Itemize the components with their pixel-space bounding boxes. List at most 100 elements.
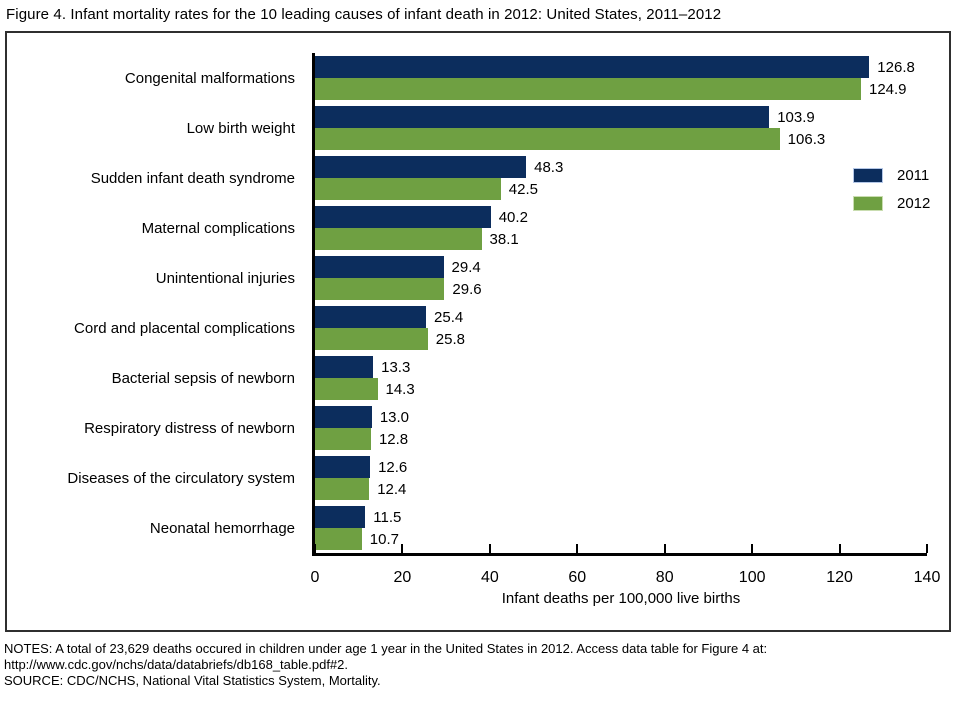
bar-2011 <box>315 106 770 128</box>
category-label: Bacterial sepsis of newborn <box>111 369 295 387</box>
category-label: Sudden infant death syndrome <box>90 169 295 187</box>
x-tick-mark <box>576 544 579 553</box>
bar-2012 <box>315 178 501 200</box>
bar-line-2012: 29.6 <box>315 278 927 300</box>
bar-group: 48.3 42.5 <box>315 153 927 203</box>
bar-2012 <box>315 428 371 450</box>
category-label: Respiratory distress of newborn <box>84 419 295 437</box>
bar-line-2011: 48.3 <box>315 156 927 178</box>
bar-value-2012: 38.1 <box>489 230 519 248</box>
bar-value-2012: 124.9 <box>868 80 907 98</box>
category-label: Unintentional injuries <box>155 269 295 287</box>
bar-line-2011: 13.0 <box>315 406 927 428</box>
bar-value-2011: 13.0 <box>379 408 410 426</box>
legend-item-2011: 2011 <box>853 167 930 184</box>
bar-group: 13.0 12.8 <box>315 403 927 453</box>
bar-2012 <box>315 528 362 550</box>
bar-line-2012: 14.3 <box>315 378 927 400</box>
category-label: Low birth weight <box>186 119 295 137</box>
bar-value-2011: 48.3 <box>534 158 564 176</box>
notes-line-1: NOTES: A total of 23,629 deaths occured … <box>4 641 768 656</box>
bar-value-2011: 25.4 <box>434 308 464 326</box>
bar-2012 <box>315 478 370 500</box>
bar-value-2012: 12.8 <box>378 430 409 448</box>
bar-value-2012: 25.8 <box>435 330 465 348</box>
x-tick-mark <box>314 544 316 553</box>
bar-line-2011: 126.8 <box>315 56 927 78</box>
bar-line-2011: 25.4 <box>315 306 927 328</box>
category-label: Maternal complications <box>141 219 295 237</box>
legend-label-2012: 2012 <box>897 195 931 212</box>
bar-line-2011: 103.9 <box>315 106 927 128</box>
bar-value-2012: 42.5 <box>508 180 538 198</box>
bar-value-2012: 12.4 <box>377 480 407 498</box>
bar-2011 <box>315 506 366 528</box>
bar-2012 <box>315 78 861 100</box>
category-label: Neonatal hemorrhage <box>149 519 295 537</box>
bar-group: 126.8 124.9 <box>315 53 927 103</box>
bar-2012 <box>315 328 428 350</box>
x-tick-label: 0 <box>310 569 320 586</box>
bar-group: 40.2 38.1 <box>315 203 927 253</box>
bar-2011 <box>315 256 444 278</box>
bar-group: 25.4 25.8 <box>315 303 927 353</box>
bar-value-2011: 11.5 <box>373 508 402 526</box>
bar-line-2012: 106.3 <box>315 128 927 150</box>
x-tick-mark <box>926 544 928 553</box>
legend: 2011 2012 <box>853 167 930 212</box>
bar-value-2011: 29.4 <box>451 258 481 276</box>
category-label: Diseases of the circulatory system <box>67 469 295 487</box>
bar-value-2011: 40.2 <box>498 208 528 226</box>
x-tick-label: 100 <box>738 569 766 586</box>
legend-item-2012: 2012 <box>853 195 930 212</box>
figure-title: Figure 4. Infant mortality rates for the… <box>6 6 722 23</box>
x-tick-label: 40 <box>480 569 499 586</box>
chart-box: Congenital malformations Low birth weight… <box>5 31 951 632</box>
x-axis-ticks: 0 20 40 60 80 100 120 140 <box>311 559 941 593</box>
x-tick-label: 140 <box>913 569 941 586</box>
x-tick-mark <box>838 544 841 553</box>
bar-line-2011: 11.5 <box>315 506 927 528</box>
bar-value-2011: 103.9 <box>777 108 815 126</box>
bar-2011 <box>315 56 870 78</box>
bar-value-2012: 14.3 <box>385 380 415 398</box>
bar-rows: 126.8 124.9 103.9 106.3 48.3 42.5 40.2 38.1 29.4… <box>315 53 927 553</box>
x-tick-label: 60 <box>568 569 587 586</box>
bar-line-2011: 40.2 <box>315 206 927 228</box>
bar-line-2012: 10.7 <box>315 528 927 550</box>
bar-2012 <box>315 278 445 300</box>
notes-line-2: http://www.cdc.gov/nchs/data/databriefs/… <box>4 657 349 672</box>
bar-2011 <box>315 406 372 428</box>
plot-area: 126.8 124.9 103.9 106.3 48.3 42.5 40.2 38.1 29.4… <box>312 53 928 556</box>
x-tick-mark <box>401 544 404 553</box>
bar-value-2011: 12.6 <box>378 458 408 476</box>
x-tick-mark <box>751 544 754 553</box>
bar-value-2012: 10.7 <box>369 530 399 548</box>
bar-value-2011: 13.3 <box>381 358 411 376</box>
bar-2012 <box>315 128 780 150</box>
bar-2011 <box>315 306 427 328</box>
bar-2011 <box>315 156 527 178</box>
bar-2011 <box>315 456 371 478</box>
x-tick-mark <box>663 544 666 553</box>
bar-2011 <box>315 206 491 228</box>
notes-line-3: SOURCE: CDC/NCHS, National Vital Statist… <box>4 673 381 688</box>
bar-line-2012: 38.1 <box>315 228 927 250</box>
x-tick-label: 120 <box>826 569 853 586</box>
bar-group: 11.5 10.7 <box>315 503 927 553</box>
bar-line-2012: 12.8 <box>315 428 927 450</box>
legend-swatch-2011 <box>853 168 883 183</box>
bar-line-2012: 124.9 <box>315 78 927 100</box>
x-tick-mark <box>488 544 491 553</box>
bar-2012 <box>315 378 378 400</box>
legend-label-2011: 2011 <box>897 167 930 184</box>
category-labels: Congenital malformations Low birth weight… <box>7 53 305 553</box>
category-label: Congenital malformations <box>124 69 295 87</box>
bar-group: 13.3 14.3 <box>315 353 927 403</box>
bar-value-2012: 29.6 <box>452 280 482 298</box>
bar-2012 <box>315 228 482 250</box>
bar-value-2012: 106.3 <box>787 130 826 148</box>
bar-line-2012: 42.5 <box>315 178 927 200</box>
x-tick-label: 20 <box>393 569 412 586</box>
bar-line-2012: 12.4 <box>315 478 927 500</box>
